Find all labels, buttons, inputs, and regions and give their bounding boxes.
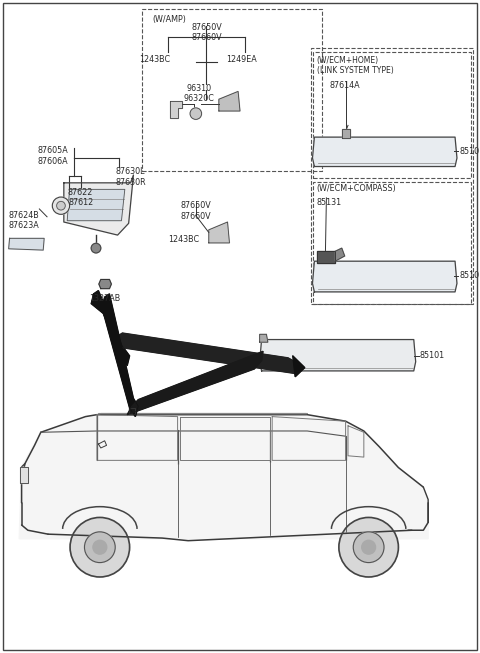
- Circle shape: [52, 197, 70, 214]
- Bar: [313, 182, 471, 304]
- Polygon shape: [102, 294, 138, 417]
- Polygon shape: [20, 467, 28, 483]
- Polygon shape: [115, 333, 300, 374]
- Polygon shape: [260, 340, 416, 371]
- Text: 87622
87612: 87622 87612: [68, 188, 93, 208]
- Bar: [311, 48, 473, 304]
- Polygon shape: [209, 222, 229, 243]
- Text: 1243BC: 1243BC: [168, 235, 199, 244]
- Text: 87650V
87660V: 87650V 87660V: [180, 201, 211, 221]
- Polygon shape: [312, 261, 457, 292]
- Bar: [313, 52, 471, 178]
- Text: 87605A
87606A: 87605A 87606A: [37, 146, 68, 166]
- Text: 87650V
87660V: 87650V 87660V: [191, 23, 222, 42]
- Text: (W/ECM+COMPASS): (W/ECM+COMPASS): [317, 184, 396, 193]
- Circle shape: [362, 540, 375, 554]
- Circle shape: [190, 108, 202, 119]
- Text: 87624B
87623A: 87624B 87623A: [9, 211, 39, 231]
- Bar: [142, 9, 322, 171]
- Circle shape: [93, 540, 107, 554]
- Polygon shape: [129, 408, 135, 414]
- Text: 87614A: 87614A: [329, 81, 360, 90]
- Text: 87630L
87630R: 87630L 87630R: [115, 167, 146, 187]
- Circle shape: [57, 201, 65, 210]
- Polygon shape: [64, 175, 133, 235]
- Polygon shape: [170, 101, 182, 118]
- Polygon shape: [312, 137, 457, 167]
- Polygon shape: [342, 129, 350, 138]
- Polygon shape: [260, 334, 268, 342]
- Text: 85131: 85131: [316, 198, 341, 207]
- Polygon shape: [335, 248, 345, 261]
- Polygon shape: [71, 509, 127, 535]
- Circle shape: [353, 532, 384, 563]
- Text: (W/ECM+HOME)
(LINK SYSTEM TYPE): (W/ECM+HOME) (LINK SYSTEM TYPE): [317, 56, 394, 75]
- Text: 85101: 85101: [460, 147, 480, 156]
- Polygon shape: [99, 279, 111, 289]
- Polygon shape: [9, 238, 44, 250]
- Polygon shape: [293, 356, 305, 377]
- Polygon shape: [219, 91, 240, 111]
- Circle shape: [339, 517, 398, 577]
- Circle shape: [84, 532, 115, 563]
- Text: 1249EA: 1249EA: [227, 55, 257, 64]
- Polygon shape: [317, 251, 335, 263]
- Text: 1243BC: 1243BC: [140, 55, 170, 64]
- Text: 96310
96320C: 96310 96320C: [184, 84, 215, 103]
- Text: 85101: 85101: [460, 271, 480, 280]
- Polygon shape: [127, 351, 263, 415]
- Text: (W/AMP): (W/AMP): [153, 15, 187, 24]
- Text: 85101: 85101: [420, 351, 445, 360]
- Polygon shape: [19, 415, 428, 539]
- Circle shape: [91, 244, 101, 253]
- Text: 1327AB: 1327AB: [89, 294, 120, 303]
- Polygon shape: [67, 189, 125, 221]
- Polygon shape: [91, 291, 130, 366]
- Polygon shape: [341, 509, 398, 529]
- Circle shape: [70, 517, 130, 577]
